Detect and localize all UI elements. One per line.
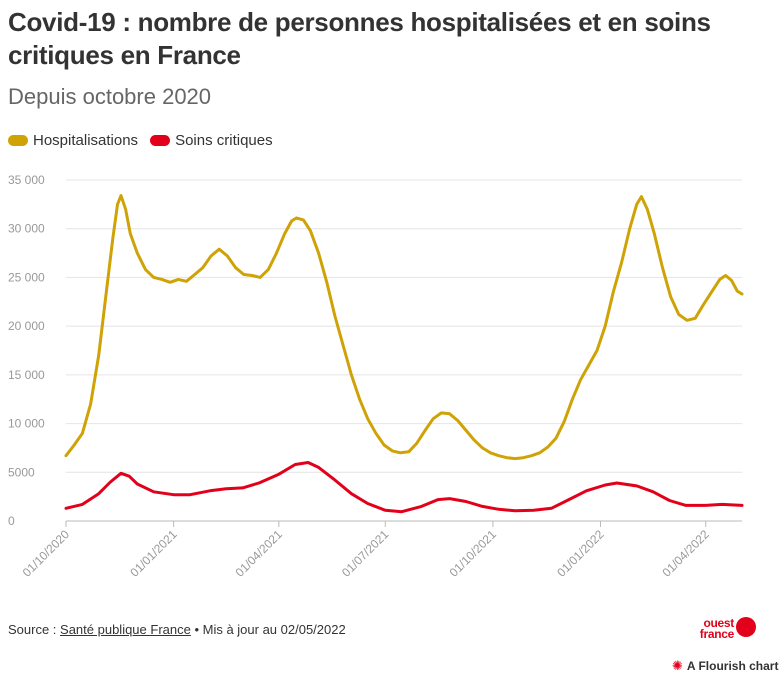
y-tick-label: 25 000 (8, 270, 45, 284)
y-tick-label: 0 (8, 514, 15, 528)
ouest-france-logo[interactable]: ouest france (688, 616, 760, 644)
x-tick-label: 01/01/2021 (127, 527, 180, 580)
y-tick-label: 35 000 (8, 173, 45, 187)
logo-line-1: ouest (703, 616, 734, 630)
y-tick-label: 10 000 (8, 417, 45, 431)
x-tick-label: 01/04/2021 (233, 527, 286, 580)
x-tick-label: 01/10/2021 (447, 527, 500, 580)
source-line: Source : Santé publique France • Mis à j… (8, 622, 346, 637)
chart-legend: Hospitalisations Soins critiques (8, 132, 285, 149)
y-tick-label: 30 000 (8, 222, 45, 236)
flourish-credit[interactable]: ✺ A Flourish chart (672, 658, 778, 674)
logo-line-2: france (699, 627, 735, 641)
series-line-soins-critiques (64, 461, 744, 514)
x-tick-label: 01/10/2020 (20, 527, 73, 580)
source-link[interactable]: Santé publique France (60, 622, 191, 637)
y-tick-label: 15 000 (8, 368, 45, 382)
chart-title: Covid-19 : nombre de personnes hospitali… (8, 7, 711, 70)
legend-item-hospitalisations[interactable]: Hospitalisations (8, 132, 138, 149)
flourish-label: A Flourish chart (686, 659, 779, 673)
legend-label-soins-critiques: Soins critiques (175, 132, 273, 149)
legend-swatch-soins-critiques (150, 135, 171, 146)
logo-wordmark: ouest france (688, 616, 735, 641)
legend-swatch-hospitalisations (8, 135, 28, 146)
series-line-hospitalisations (64, 194, 744, 461)
legend-label-hospitalisations: Hospitalisations (33, 132, 139, 149)
logo-circle-icon (736, 617, 756, 637)
line-chart: 0 5000 10 000 15 000 20 000 25 000 30 000 35 00… (8, 173, 744, 580)
source-suffix: • Mis à jour au 02/05/2022 (190, 622, 346, 637)
source-prefix: Source : (8, 622, 61, 637)
y-tick-label: 5000 (8, 465, 35, 479)
y-tick-label: 20 000 (8, 319, 45, 333)
x-tick-label: 01/07/2021 (339, 527, 392, 580)
x-tick-label: 01/04/2022 (659, 527, 712, 580)
chart-subtitle: Depuis octobre 2020 (8, 84, 212, 109)
x-tick-label: 01/01/2022 (554, 527, 607, 580)
flourish-star-icon: ✺ (672, 658, 683, 673)
legend-item-soins-critiques[interactable]: Soins critiques (150, 132, 273, 149)
